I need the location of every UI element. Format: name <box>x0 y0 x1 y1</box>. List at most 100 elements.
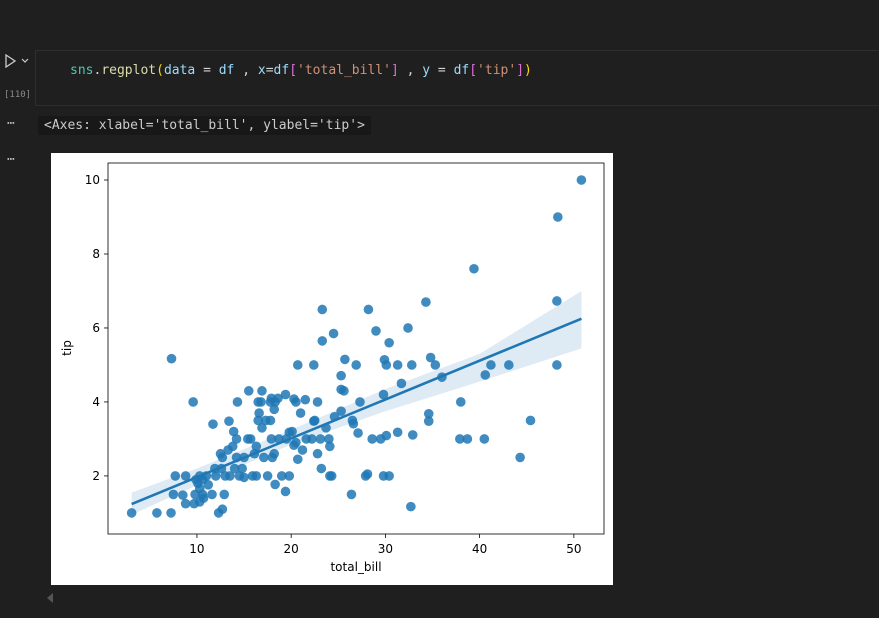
chart: total_bill tip 10 20 30 40 50 2 4 6 8 10 <box>60 162 605 574</box>
point <box>247 471 258 481</box>
point <box>291 437 301 448</box>
code-token: df <box>453 63 470 78</box>
code-token: , <box>234 63 258 78</box>
point <box>340 354 350 365</box>
point <box>425 352 436 363</box>
point <box>353 428 363 438</box>
regression-line <box>131 317 582 506</box>
code-token: 'tip' <box>477 63 517 78</box>
point <box>312 397 323 407</box>
point <box>259 452 269 463</box>
point <box>280 486 291 497</box>
point <box>455 434 465 444</box>
point <box>360 471 371 481</box>
point <box>406 360 417 370</box>
point <box>219 489 230 500</box>
point <box>407 430 418 440</box>
code-cell[interactable]: sns.regplot(data = df , x=df['total_bill… <box>35 50 879 106</box>
code-token: ( <box>156 63 164 78</box>
point <box>237 463 247 474</box>
code-token: sns <box>70 63 94 78</box>
point <box>378 389 389 400</box>
point <box>254 408 264 418</box>
point <box>292 360 303 370</box>
point <box>392 360 403 370</box>
point <box>317 336 328 346</box>
point <box>421 297 431 307</box>
point <box>284 427 295 438</box>
point <box>423 416 434 426</box>
point <box>297 445 308 455</box>
code-token: y <box>422 63 431 78</box>
figure: total_bill tip 10 20 30 40 50 2 4 6 8 10 <box>51 153 613 585</box>
point <box>225 471 235 481</box>
point <box>351 360 361 370</box>
point <box>256 397 266 407</box>
point <box>231 434 242 444</box>
point <box>423 408 434 419</box>
point <box>317 304 328 315</box>
point <box>168 489 179 500</box>
code: sns.regplot(data = df , x=df['total_bill… <box>70 63 532 78</box>
point <box>339 386 349 396</box>
point <box>355 397 365 407</box>
point <box>324 434 334 444</box>
point <box>479 434 490 444</box>
code-token: [ <box>289 63 298 78</box>
output-menu[interactable]: ⋯ <box>7 152 15 167</box>
execution-count: [110] <box>4 90 32 100</box>
point <box>188 397 198 407</box>
point <box>270 479 280 490</box>
point <box>223 445 233 455</box>
point <box>253 415 263 426</box>
point <box>251 441 262 452</box>
code-token: [ <box>469 63 478 78</box>
point <box>371 326 381 336</box>
point <box>224 416 234 426</box>
code-token: df <box>218 63 235 78</box>
code-token: df <box>273 63 290 78</box>
y-tick-label: 10 <box>85 173 100 187</box>
run-button[interactable] <box>4 54 30 68</box>
point <box>515 452 525 463</box>
x-tick-label: 10 <box>189 542 204 556</box>
x-tick-label: 30 <box>378 542 393 556</box>
point <box>266 393 277 404</box>
scroll-arrow[interactable] <box>45 592 55 604</box>
point <box>367 434 378 444</box>
point <box>504 360 514 370</box>
point <box>295 408 306 418</box>
point <box>309 415 320 426</box>
code-token: x <box>257 63 266 78</box>
point <box>217 452 228 463</box>
point <box>178 490 188 500</box>
point <box>396 378 407 389</box>
point <box>462 434 473 444</box>
code-token: = <box>195 63 219 78</box>
output-menu[interactable]: ⋯ <box>7 116 15 131</box>
point <box>213 508 224 518</box>
point <box>243 386 254 396</box>
code-token: ] <box>390 63 399 78</box>
point <box>469 263 479 274</box>
point <box>210 471 221 481</box>
point <box>384 337 394 348</box>
point <box>315 434 326 444</box>
point <box>346 489 357 500</box>
code-token: ) <box>524 63 532 78</box>
point <box>232 397 243 407</box>
point <box>276 471 287 481</box>
point <box>273 393 283 404</box>
point <box>525 415 536 426</box>
point <box>257 386 267 396</box>
point <box>403 323 413 333</box>
point <box>480 370 491 380</box>
point <box>234 471 245 481</box>
output-text: <Axes: xlabel='total_bill', ylabel='tip'… <box>38 116 371 135</box>
point <box>381 430 392 441</box>
y-tick-label: 2 <box>92 469 100 483</box>
point <box>166 353 177 364</box>
point <box>245 434 256 444</box>
point <box>576 175 587 185</box>
